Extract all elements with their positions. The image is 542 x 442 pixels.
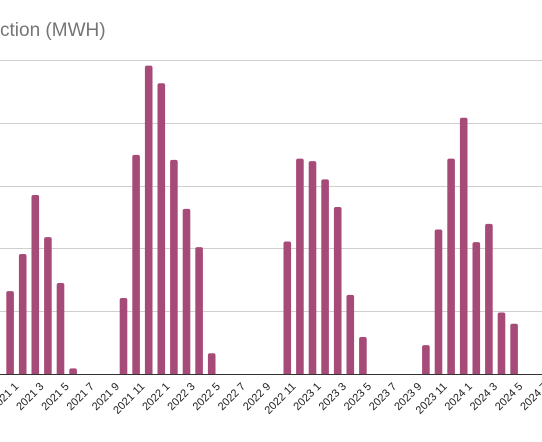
x-tick-label: 2023 7	[367, 381, 399, 413]
bar	[283, 241, 292, 374]
bar	[56, 282, 65, 374]
bar	[31, 195, 40, 374]
bar	[497, 312, 506, 374]
bar	[485, 223, 493, 374]
x-tick-label: 2022 1	[140, 381, 172, 413]
bar	[182, 208, 191, 374]
bar	[207, 353, 216, 374]
bar	[170, 159, 178, 374]
bar	[6, 291, 14, 374]
chart-title: ction (MWH)	[0, 20, 106, 41]
bar	[195, 247, 203, 374]
bar	[472, 242, 481, 374]
bar	[346, 294, 355, 374]
x-tick-label: 2023 5	[342, 381, 374, 413]
x-tick-label: 2021 3	[14, 381, 46, 413]
bar	[296, 158, 304, 374]
bar	[434, 229, 443, 374]
bar	[510, 323, 518, 374]
bar	[359, 336, 367, 374]
bar	[447, 158, 455, 374]
bar	[44, 237, 52, 374]
x-tick-label: 2024 7	[518, 381, 542, 413]
bar	[459, 117, 468, 374]
bar	[144, 65, 153, 374]
bar	[157, 83, 166, 375]
bar	[132, 154, 140, 374]
bar	[321, 179, 329, 374]
bar	[422, 345, 430, 374]
x-tick-label: 2024 3	[468, 381, 500, 413]
x-tick-label: 2024 5	[493, 381, 525, 413]
bar	[69, 368, 77, 374]
bar	[333, 206, 342, 374]
bar	[308, 161, 317, 374]
x-tick-label: 2022 7	[216, 381, 248, 413]
bar	[18, 254, 27, 374]
bar	[119, 298, 128, 374]
bars	[6, 65, 518, 375]
